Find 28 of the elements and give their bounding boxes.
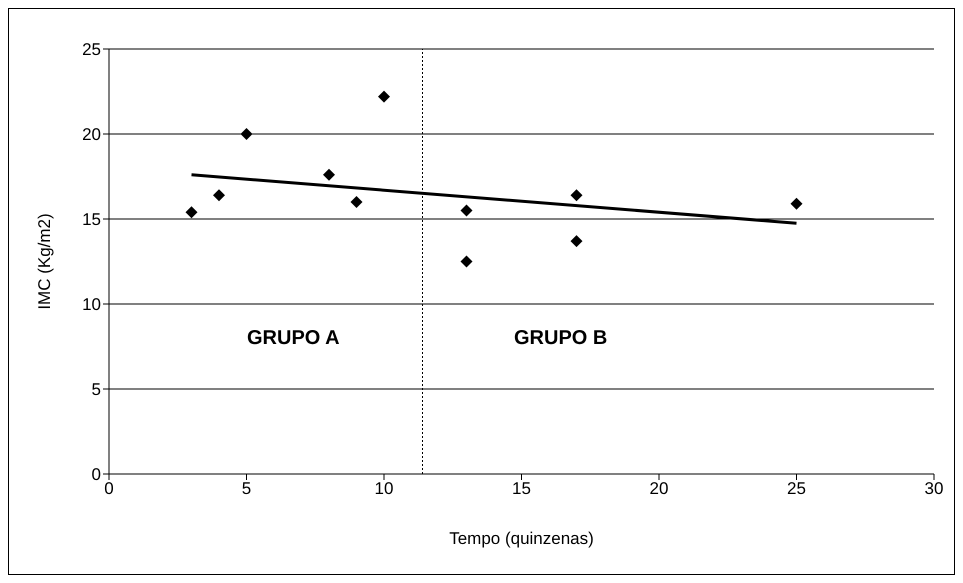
x-tick-label: 5 (242, 479, 252, 498)
point (460, 204, 472, 216)
point (570, 235, 582, 248)
x-tick-label: 25 (787, 479, 806, 498)
x-tick-label: 0 (104, 479, 114, 498)
annotation: GRUPO A (247, 327, 340, 350)
x-tick-label: 15 (512, 479, 531, 498)
y-tick-label: 0 (92, 465, 101, 484)
x-tick-label: 10 (374, 479, 394, 498)
point (213, 189, 225, 202)
y-axis-title: IMC (Kg/m2) (35, 213, 54, 310)
point (378, 90, 390, 103)
point (186, 206, 198, 218)
point (790, 198, 802, 210)
y-tick-label: 5 (92, 380, 101, 400)
y-tick-label: 20 (82, 125, 101, 144)
point (350, 196, 362, 208)
annotation: GRUPO B (514, 327, 608, 350)
point (323, 168, 335, 181)
point (570, 189, 582, 202)
y-tick-label: 25 (82, 40, 101, 60)
y-tick-label: 15 (82, 210, 101, 230)
x-axis-title: Tempo (quinzenas) (449, 529, 594, 548)
point (460, 256, 472, 268)
x-tick-label: 20 (650, 479, 668, 498)
point (240, 128, 252, 140)
x-tick-label: 30 (924, 479, 944, 498)
y-tick-label: 10 (82, 295, 101, 314)
